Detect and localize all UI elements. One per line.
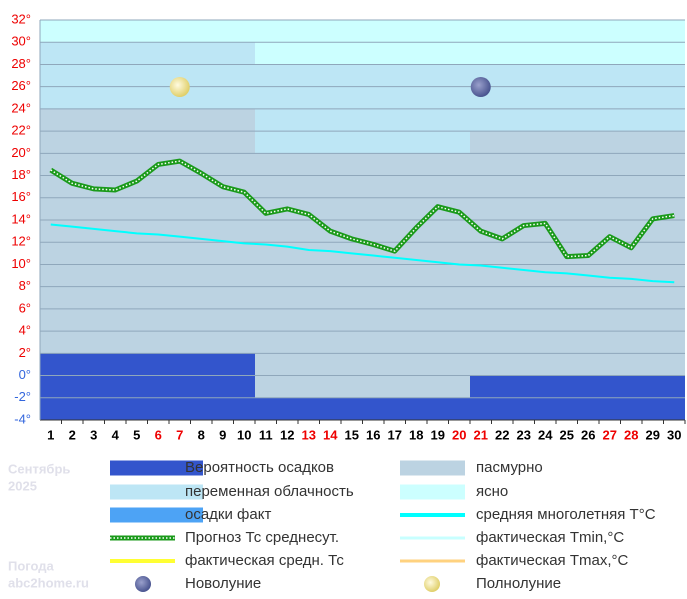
y-tick-label: 28° [11, 56, 31, 71]
x-tick-label: 5 [133, 427, 140, 442]
x-tick-label: 16 [366, 427, 380, 442]
x-tick-label: 18 [409, 427, 423, 442]
cloud-band [40, 108, 255, 354]
x-tick-label: 17 [388, 427, 402, 442]
y-tick-label: 20° [11, 145, 31, 160]
x-tick-label: 22 [495, 427, 509, 442]
x-tick-label: 21 [474, 427, 488, 442]
legend-label: фактическая средн. Тс [185, 552, 344, 569]
y-tick-label: 30° [11, 34, 31, 49]
x-tick-label: 7 [176, 427, 183, 442]
month: Сентябрь [8, 461, 70, 476]
cloud-band [470, 131, 685, 376]
y-tick-label: 24° [11, 100, 31, 115]
y-tick-label: 16° [11, 189, 31, 204]
x-tick-label: 10 [237, 427, 251, 442]
full-moon [169, 77, 190, 97]
legend-label: переменная облачность [185, 483, 354, 500]
new-moon [470, 77, 491, 97]
legend-label: Вероятность осадков [185, 459, 334, 476]
y-tick-label: 6° [19, 300, 31, 315]
y-tick-label: -2° [14, 389, 31, 404]
x-tick-label: 15 [345, 427, 359, 442]
y-tick-label: 8° [19, 278, 31, 293]
x-tick-label: 12 [280, 427, 294, 442]
site: abc2home.ru [8, 575, 89, 590]
x-tick-label: 23 [517, 427, 531, 442]
x-tick-label: 6 [155, 427, 162, 442]
cloud-band [255, 153, 470, 398]
x-tick-label: 9 [219, 427, 226, 442]
legend-swatch [400, 484, 465, 500]
legend-swatch [424, 576, 440, 592]
y-tick-label: 0° [19, 367, 31, 382]
y-tick-label: 18° [11, 167, 31, 182]
legend-swatch [135, 576, 151, 592]
average-line [50, 223, 675, 284]
y-tick-label: 10° [11, 256, 31, 271]
x-tick-label: 24 [538, 427, 553, 442]
forecast-line [49, 158, 675, 260]
y-tick-label: -4° [14, 411, 31, 426]
cloud-band [40, 353, 255, 420]
x-tick-label: 2 [69, 427, 76, 442]
legend-label: осадки факт [185, 506, 271, 523]
y-tick-label: 32° [11, 11, 31, 26]
legend-label: Прогноз Тс среднесут. [185, 529, 339, 546]
cloud-band [470, 64, 685, 132]
site-title: Погода [8, 558, 55, 573]
y-tick-label: 4° [19, 323, 31, 338]
legend-swatch [400, 460, 465, 476]
legend-swatch [110, 507, 203, 523]
x-tick-label: 19 [431, 427, 445, 442]
y-tick-label: 2° [19, 345, 31, 360]
legend-label: фактическая Tmax,°C [476, 552, 629, 569]
y-tick-label: 22° [11, 123, 31, 138]
legend-label: Новолуние [185, 575, 261, 592]
x-tick-label: 11 [259, 427, 273, 442]
legend-label: пасмурно [476, 459, 543, 476]
x-tick-label: 25 [560, 427, 574, 442]
y-tick-label: 14° [11, 211, 31, 226]
x-tick-label: 14 [323, 427, 338, 442]
y-tick-label: 12° [11, 234, 31, 249]
x-tick-label: 20 [452, 427, 466, 442]
cloud-band [255, 397, 470, 420]
x-tick-label: 30 [667, 427, 681, 442]
year: 2025 [8, 478, 37, 493]
x-tick-label: 27 [603, 427, 617, 442]
legend-label: средняя многолетняя T°C [476, 506, 656, 523]
x-tick-label: 4 [112, 427, 120, 442]
x-tick-label: 29 [646, 427, 660, 442]
legend-label: фактическая Tmin,°C [476, 529, 624, 546]
x-tick-label: 8 [198, 427, 205, 442]
x-tick-label: 3 [90, 427, 97, 442]
cloud-band [40, 20, 255, 43]
legend-swatch [110, 484, 203, 500]
legend-label: Полнолуние [476, 575, 561, 592]
x-tick-label: 26 [581, 427, 595, 442]
x-tick-label: 28 [624, 427, 638, 442]
cloud-band [40, 42, 255, 109]
x-tick-label: 1 [47, 427, 54, 442]
x-tick-label: 13 [302, 427, 316, 442]
y-tick-label: 26° [11, 78, 31, 93]
legend-swatch [110, 460, 203, 476]
legend-label: ясно [476, 483, 508, 500]
